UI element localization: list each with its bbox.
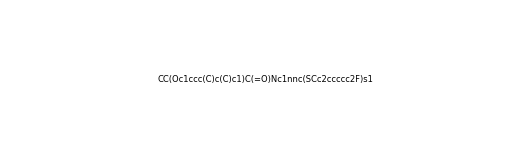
Text: CC(Oc1ccc(C)c(C)c1)C(=O)Nc1nnc(SCc2ccccc2F)s1: CC(Oc1ccc(C)c(C)c1)C(=O)Nc1nnc(SCc2ccccc… bbox=[158, 75, 373, 84]
